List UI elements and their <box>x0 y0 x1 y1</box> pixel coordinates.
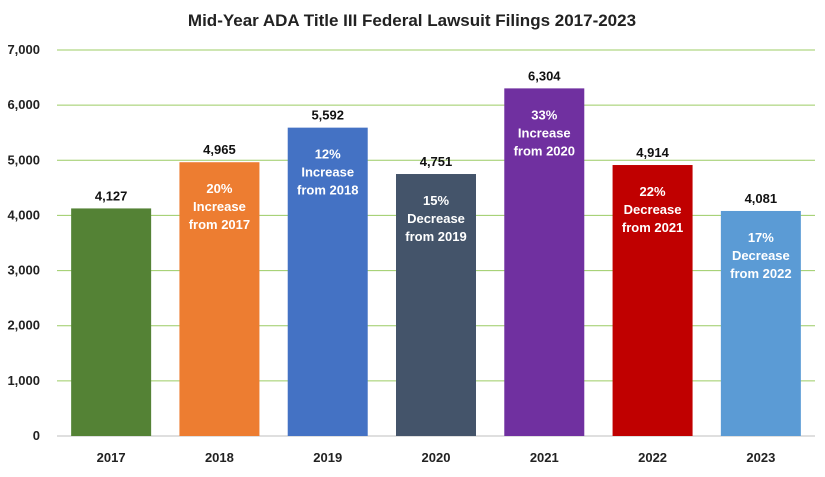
bar-annotation-2023: 17% <box>748 230 774 245</box>
bar-annotation-2022: from 2021 <box>622 220 683 235</box>
bar-annotation-2018: 20% <box>206 181 232 196</box>
bar-2017 <box>71 208 152 436</box>
x-tick-label: 2018 <box>205 450 234 465</box>
y-tick-label: 2,000 <box>7 318 40 333</box>
x-tick-label: 2019 <box>313 450 342 465</box>
y-tick-label: 0 <box>33 428 40 443</box>
value-label-2020: 4,751 <box>420 154 453 169</box>
bar-annotation-2020: Decrease <box>407 211 465 226</box>
y-axis-ticks: 0 1,000 2,000 3,000 4,000 5,000 6,000 7,000 <box>7 42 40 443</box>
bar-2022 <box>612 165 693 436</box>
x-tick-label: 2020 <box>422 450 451 465</box>
x-tick-label: 2021 <box>530 450 559 465</box>
value-label-2019: 5,592 <box>311 108 344 123</box>
value-label-2021: 6,304 <box>528 68 561 83</box>
y-tick-label: 7,000 <box>7 42 40 57</box>
x-axis-ticks: 2017 2018 2019 2020 2021 2022 2023 <box>97 450 776 465</box>
bar-2018 <box>179 162 260 437</box>
bar-annotation-2019: 12% <box>315 147 341 162</box>
bar-2019 <box>287 127 368 436</box>
value-label-2018: 4,965 <box>203 142 236 157</box>
data-labels: 4,127 4,965 20% Increase from 2017 5,592 12% In… <box>95 68 792 281</box>
bar-annotation-2021: Increase <box>518 125 571 140</box>
bars <box>71 88 801 437</box>
value-label-2017: 4,127 <box>95 188 128 203</box>
bar-annotation-2022: Decrease <box>624 202 682 217</box>
bar-annotation-2022: 22% <box>640 184 666 199</box>
bar-2020 <box>396 174 476 436</box>
x-tick-label: 2023 <box>746 450 775 465</box>
y-tick-label: 3,000 <box>7 263 40 278</box>
bar-annotation-2023: from 2022 <box>730 266 791 281</box>
bar-annotation-2018: from 2017 <box>189 217 250 232</box>
bar-2023 <box>720 210 801 436</box>
y-tick-label: 1,000 <box>7 373 40 388</box>
bar-annotation-2018: Increase <box>193 199 246 214</box>
x-tick-label: 2017 <box>97 450 126 465</box>
bar-annotation-2023: Decrease <box>732 248 790 263</box>
bar-annotation-2020: 15% <box>423 193 449 208</box>
bar-annotation-2019: Increase <box>301 165 354 180</box>
x-tick-label: 2022 <box>638 450 667 465</box>
bar-annotation-2019: from 2018 <box>297 183 358 198</box>
bar-annotation-2020: from 2019 <box>405 229 466 244</box>
value-label-2022: 4,914 <box>636 145 669 160</box>
bar-annotation-2021: 33% <box>531 107 557 122</box>
chart-title: Mid-Year ADA Title III Federal Lawsuit F… <box>188 11 636 30</box>
bar-annotation-2021: from 2020 <box>514 143 575 158</box>
value-label-2023: 4,081 <box>745 191 778 206</box>
bar-2021 <box>504 88 585 436</box>
y-tick-label: 5,000 <box>7 152 40 167</box>
y-tick-label: 4,000 <box>7 207 40 222</box>
y-tick-label: 6,000 <box>7 97 40 112</box>
